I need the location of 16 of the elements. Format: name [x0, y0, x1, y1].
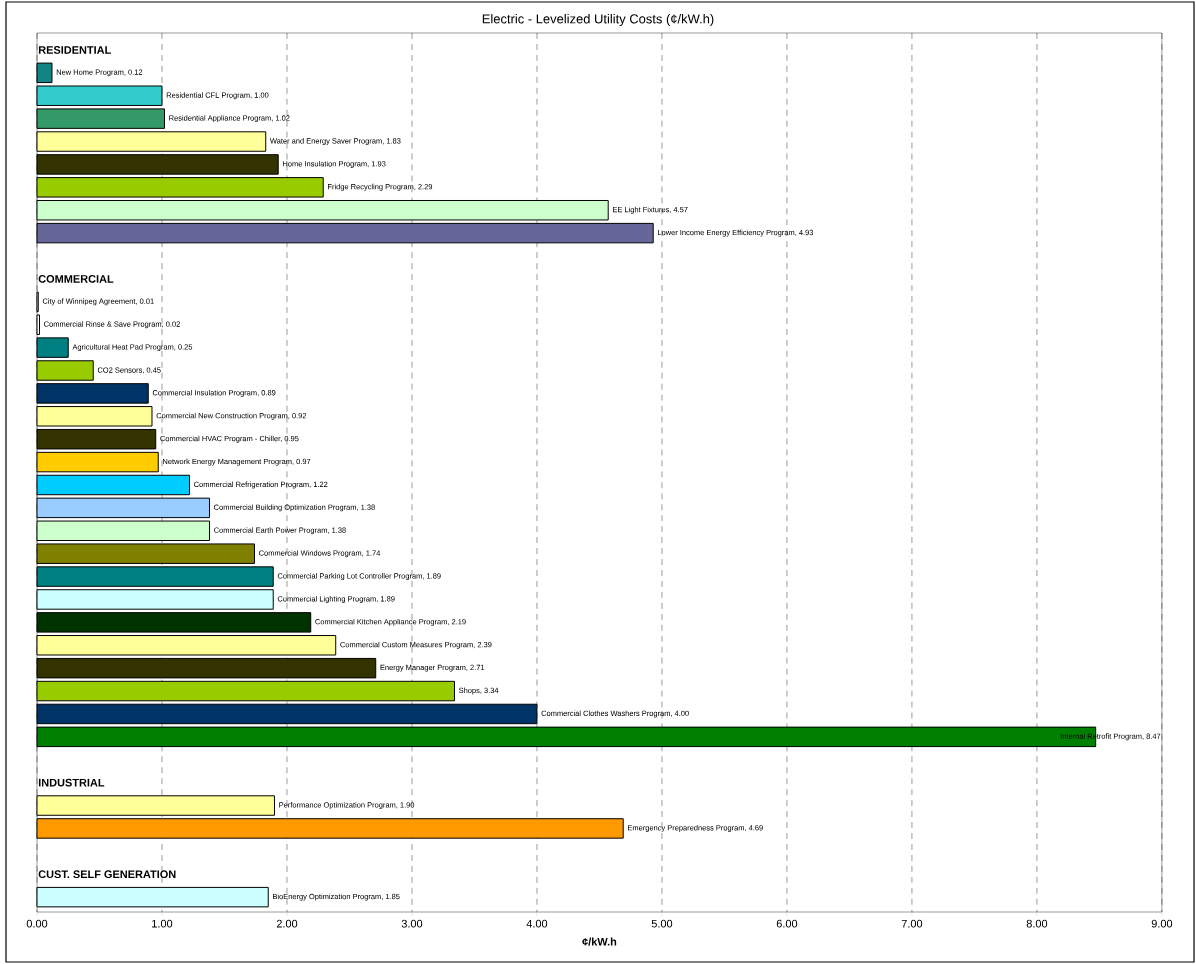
y-tick-label: COMMERCIAL	[38, 275, 114, 283]
x-tick-label: 4.00	[526, 919, 548, 928]
x-tick-label: 7.00	[901, 919, 923, 928]
x-tick-label: 3.00	[401, 919, 423, 928]
x-tick-label: 9.00	[1151, 919, 1173, 928]
x-tick-label: 6.00	[776, 919, 798, 928]
x-tick-label: 0.00	[26, 919, 48, 928]
x-tick-label: 2.00	[276, 919, 298, 928]
y-tick-label: CUST. SELF GENERATION	[38, 870, 176, 879]
y-tick-label: INDUSTRIAL	[38, 778, 105, 787]
x-tick-label: 8.00	[1026, 919, 1048, 928]
y-tick-label: RESIDENTIAL	[38, 46, 111, 54]
x-tick-label: 5.00	[651, 919, 673, 928]
chart-title: Electric - Levelized Utility Costs (¢/kW.h)	[482, 13, 714, 27]
x-tick-label: 1.00	[152, 919, 173, 928]
x-axis-title: ¢/kW.h	[582, 937, 617, 946]
